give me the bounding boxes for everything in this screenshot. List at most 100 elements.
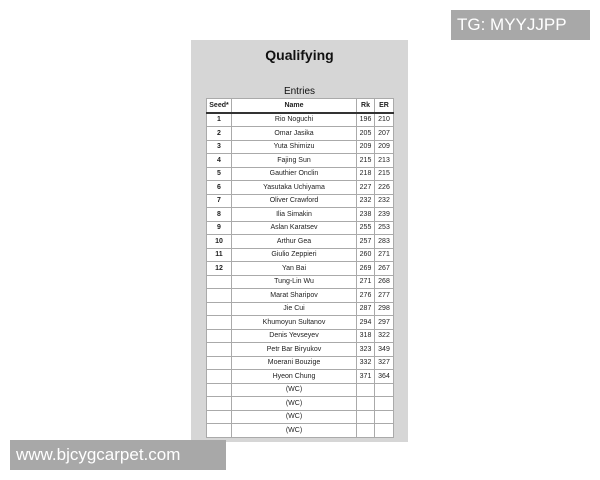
rank-cell: 257 — [356, 234, 375, 249]
rank-cell: 232 — [356, 193, 375, 208]
seed-cell: 10 — [206, 234, 232, 249]
er-cell: 210 — [374, 112, 394, 127]
er-cell: 239 — [374, 207, 394, 222]
er-cell: 283 — [374, 234, 394, 249]
seed-cell: 3 — [206, 139, 232, 154]
name-cell: Oliver Crawford — [231, 193, 357, 208]
rank-cell: 227 — [356, 180, 375, 195]
name-cell: (WC) — [231, 423, 357, 438]
name-cell: Moerani Bouzige — [231, 355, 357, 370]
header-seed: Seed* — [206, 98, 232, 114]
name-cell: Omar Jasika — [231, 126, 357, 141]
seed-cell: 9 — [206, 220, 232, 235]
seed-cell — [206, 328, 232, 343]
seed-cell: 7 — [206, 193, 232, 208]
table-row: Jie Cui 287 298 — [206, 301, 394, 316]
name-cell: Yuta Shimizu — [231, 139, 357, 154]
header-rk: Rk — [356, 98, 375, 114]
header-row: Seed* Name Rk ER — [206, 98, 394, 114]
name-cell: Hyeon Chung — [231, 369, 357, 384]
rank-cell: 269 — [356, 261, 375, 276]
seed-cell — [206, 423, 232, 438]
rank-cell: 318 — [356, 328, 375, 343]
rank-cell — [356, 396, 375, 411]
table-row: 12 Yan Bai 269 267 — [206, 261, 394, 276]
table-row: 2 Omar Jasika 205 207 — [206, 126, 394, 141]
qualifying-panel: Qualifying Entries Seed* Name Rk ER 1 Rio… — [191, 40, 408, 442]
name-cell: Jie Cui — [231, 301, 357, 316]
table-row: 9 Aslan Karatsev 255 253 — [206, 220, 394, 235]
name-cell: Giulio Zeppieri — [231, 247, 357, 262]
rank-cell: 260 — [356, 247, 375, 262]
seed-cell — [206, 288, 232, 303]
header-er: ER — [374, 98, 394, 114]
rank-cell — [356, 423, 375, 438]
er-cell: 327 — [374, 355, 394, 370]
name-cell: Gauthier Onclin — [231, 166, 357, 181]
watermark-top: TG: MYYJJPP — [451, 10, 590, 40]
table-row: Denis Yevseyev 318 322 — [206, 328, 394, 343]
rank-cell: 209 — [356, 139, 375, 154]
seed-cell: 5 — [206, 166, 232, 181]
seed-cell: 6 — [206, 180, 232, 195]
table-row: 8 Ilia Simakin 238 239 — [206, 207, 394, 222]
seed-cell: 11 — [206, 247, 232, 262]
seed-cell — [206, 409, 232, 424]
table-row: 7 Oliver Crawford 232 232 — [206, 193, 394, 208]
rank-cell: 238 — [356, 207, 375, 222]
rank-cell: 255 — [356, 220, 375, 235]
er-cell: 267 — [374, 261, 394, 276]
rank-cell: 205 — [356, 126, 375, 141]
seed-cell — [206, 301, 232, 316]
rank-cell: 287 — [356, 301, 375, 316]
er-cell: 297 — [374, 315, 394, 330]
seed-cell — [206, 315, 232, 330]
rank-cell: 215 — [356, 153, 375, 168]
header-name: Name — [231, 98, 357, 114]
er-cell: 271 — [374, 247, 394, 262]
er-cell: 268 — [374, 274, 394, 289]
table-subtitle: Entries — [283, 86, 316, 97]
table-row: 10 Arthur Gea 257 283 — [206, 234, 394, 249]
er-cell: 209 — [374, 139, 394, 154]
er-cell: 232 — [374, 193, 394, 208]
entries-table: Seed* Name Rk ER 1 Rio Noguchi 196 210 2 Omar… — [206, 98, 394, 438]
name-cell: Petr Bar Biryukov — [231, 342, 357, 357]
rank-cell: 323 — [356, 342, 375, 357]
name-cell: Marat Sharipov — [231, 288, 357, 303]
seed-cell: 12 — [206, 261, 232, 276]
table-row: (WC) — [206, 423, 394, 438]
table-row: 4 Fajing Sun 215 213 — [206, 153, 394, 168]
rank-cell: 276 — [356, 288, 375, 303]
table-row: 5 Gauthier Onclin 218 215 — [206, 166, 394, 181]
er-cell — [374, 396, 394, 411]
name-cell: Khumoyun Sultanov — [231, 315, 357, 330]
table-row: 3 Yuta Shimizu 209 209 — [206, 139, 394, 154]
name-cell: Rio Noguchi — [231, 112, 357, 127]
name-cell: Arthur Gea — [231, 234, 357, 249]
seed-cell — [206, 369, 232, 384]
er-cell — [374, 382, 394, 397]
name-cell: Yan Bai — [231, 261, 357, 276]
table-row: Petr Bar Biryukov 323 349 — [206, 342, 394, 357]
er-cell — [374, 423, 394, 438]
name-cell: Ilia Simakin — [231, 207, 357, 222]
er-cell: 277 — [374, 288, 394, 303]
name-cell: Aslan Karatsev — [231, 220, 357, 235]
table-row: 11 Giulio Zeppieri 260 271 — [206, 247, 394, 262]
rank-cell: 294 — [356, 315, 375, 330]
name-cell: Fajing Sun — [231, 153, 357, 168]
table-row: Khumoyun Sultanov 294 297 — [206, 315, 394, 330]
table-row: Hyeon Chung 371 364 — [206, 369, 394, 384]
name-cell: (WC) — [231, 409, 357, 424]
name-cell: Yasutaka Uchiyama — [231, 180, 357, 195]
er-cell — [374, 409, 394, 424]
er-cell: 364 — [374, 369, 394, 384]
er-cell: 213 — [374, 153, 394, 168]
seed-cell — [206, 396, 232, 411]
table-row: Marat Sharipov 276 277 — [206, 288, 394, 303]
rank-cell: 371 — [356, 369, 375, 384]
name-cell: (WC) — [231, 382, 357, 397]
table-row: (WC) — [206, 382, 394, 397]
er-cell: 253 — [374, 220, 394, 235]
